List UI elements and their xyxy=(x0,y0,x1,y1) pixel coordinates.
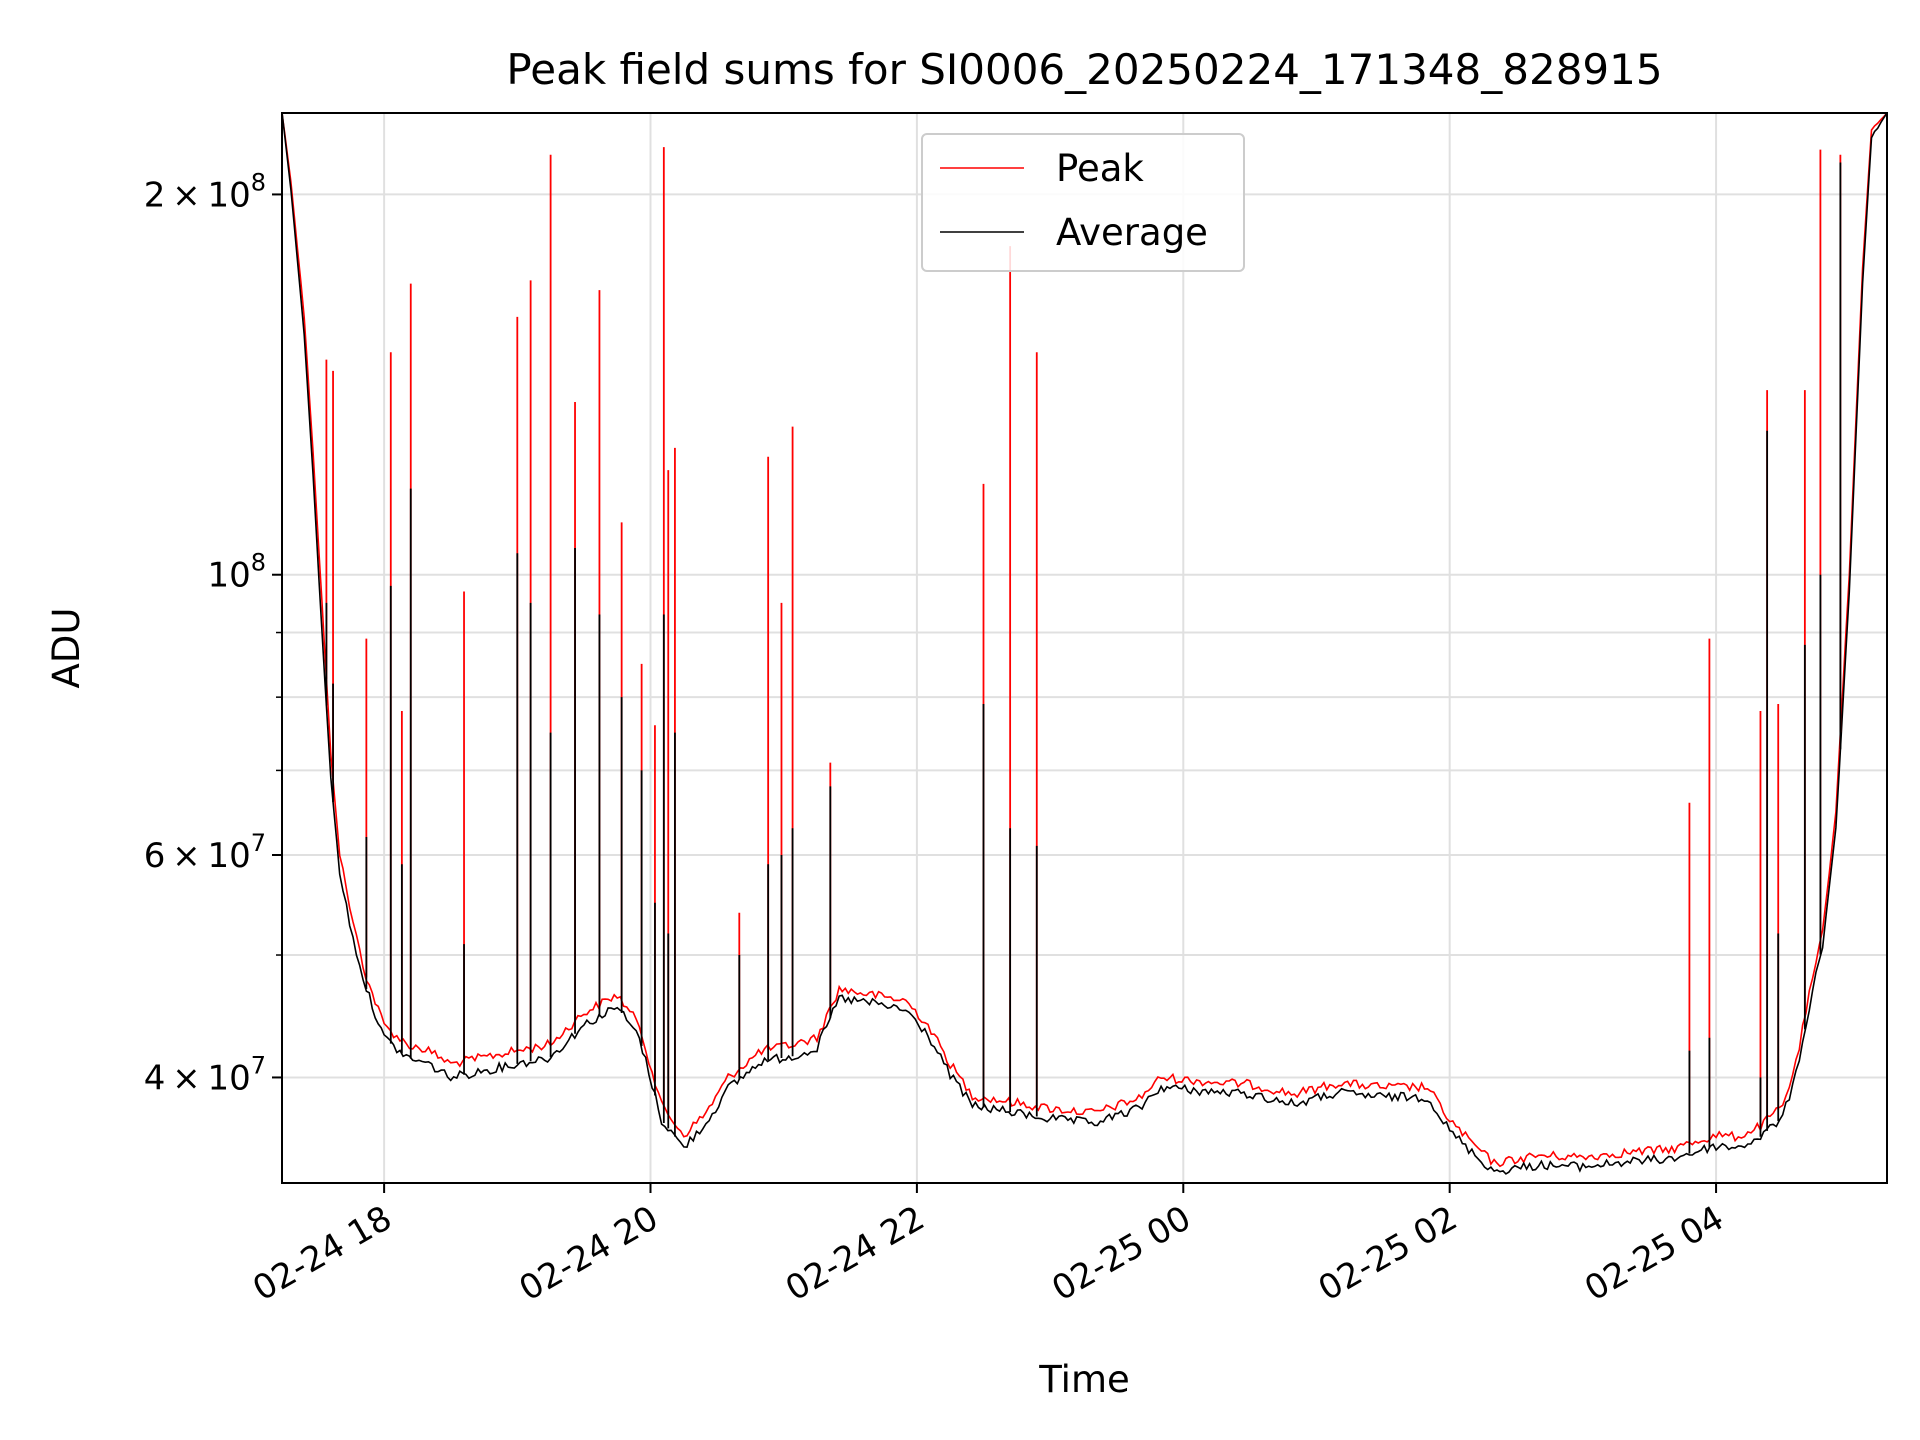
y-tick-label: 4 × 107 xyxy=(144,1051,266,1098)
legend-average-label: Average xyxy=(1056,211,1208,254)
chart-title: Peak field sums for SI0006_20250224_1713… xyxy=(506,45,1662,94)
y-tick-label: 2 × 108 xyxy=(144,168,266,215)
series-layer xyxy=(282,113,1887,1175)
y-axis-label: ADU xyxy=(45,608,88,689)
series-average-line xyxy=(282,113,1887,1175)
y-tick-label: 108 xyxy=(207,549,266,596)
legend: Peak Average xyxy=(921,133,1245,272)
plot-frame xyxy=(281,112,1888,1184)
x-axis-label: Time xyxy=(1038,1358,1130,1401)
series-peak-line xyxy=(282,113,1887,1168)
y-tick-label: 6 × 107 xyxy=(144,829,266,876)
legend-peak-label: Peak xyxy=(1056,147,1144,190)
